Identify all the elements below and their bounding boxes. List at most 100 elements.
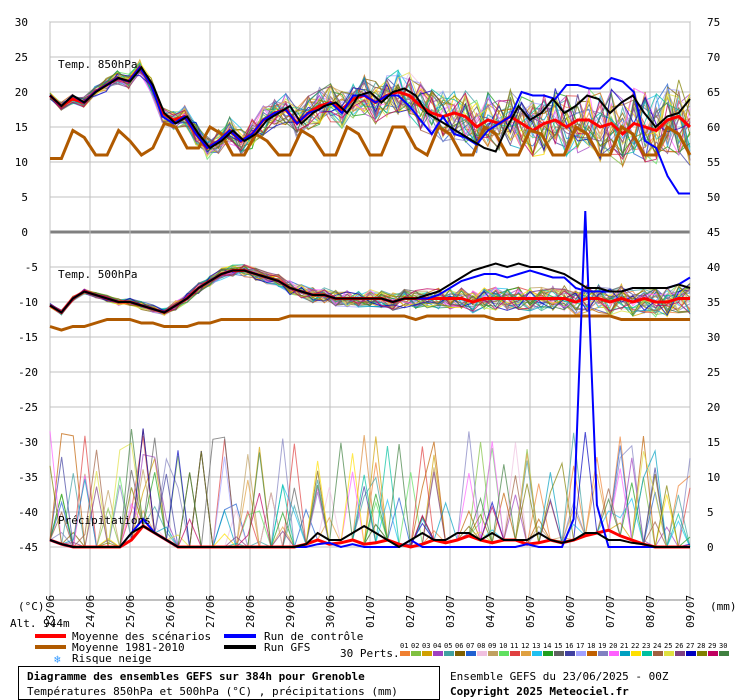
pert-number-label: 03 (422, 642, 430, 650)
pert-number-label: 06 (455, 642, 463, 650)
tick-label-left-t850: 20 (15, 86, 28, 99)
tick-label-right-t850: 60 (707, 121, 720, 134)
tick-label-right-precip: 5 (707, 506, 714, 519)
tick-label-right-precip: 15 (707, 436, 720, 449)
tick-label-right-t850: 70 (707, 51, 720, 64)
x-tick-date: 24/06 (84, 595, 97, 628)
pert-number-label: 27 (686, 642, 694, 650)
pert-color-swatch (433, 651, 443, 656)
pert-number-label: 05 (444, 642, 452, 650)
tick-label-left-t500: -10 (18, 296, 38, 309)
pert-number-label: 21 (620, 642, 628, 650)
x-tick-date: 09/07 (684, 595, 697, 628)
pert-number-label: 11 (510, 642, 518, 650)
tick-label-right-precip: 25 (707, 366, 720, 379)
x-tick-date: 03/07 (444, 595, 457, 628)
x-tick-date: 27/06 (204, 595, 217, 628)
pert-number-label: 29 (708, 642, 716, 650)
altitude-label: Alt. 944m (10, 617, 70, 630)
left-axis-unit: (°C) (18, 600, 45, 613)
tick-label-left-t500: -5 (25, 261, 38, 274)
pert-number-label: 19 (598, 642, 606, 650)
pert-number-label: 24 (653, 642, 661, 650)
x-tick-date: 04/07 (484, 595, 497, 628)
pert-color-swatch (554, 651, 564, 656)
series-t850-moyenne-1981-2010 (50, 121, 692, 160)
pert-color-swatch (686, 651, 696, 656)
pert-color-swatch (466, 651, 476, 656)
legend-label-snow: Risque neige (72, 652, 151, 665)
panel-label-t500: Temp. 500hPa (58, 268, 137, 281)
x-tick-date: 01/07 (364, 595, 377, 628)
pert-color-swatch (609, 651, 619, 656)
tick-label-right-t850: 45 (707, 226, 720, 239)
pert-number-label: 02 (411, 642, 419, 650)
pert-color-swatch (620, 651, 630, 656)
pert-number-label: 20 (609, 642, 617, 650)
legend-label-mean: Moyenne des scénarios (72, 630, 211, 643)
pert-color-swatch (400, 651, 410, 656)
x-tick-date: 30/06 (324, 595, 337, 628)
pert-color-swatch (631, 651, 641, 656)
series-t500-moyenne-1981-2010 (49, 314, 690, 332)
x-tick-date: 23/06 (44, 595, 57, 628)
tick-label-right-precip: 40 (707, 261, 720, 274)
tick-label-left-t500: -35 (18, 471, 38, 484)
x-tick-date: 02/07 (404, 595, 417, 628)
pert-color-swatch (422, 651, 432, 656)
pert-number-label: 17 (576, 642, 584, 650)
pert-number-label: 22 (631, 642, 639, 650)
panel-label-precip: Précipitations (58, 514, 151, 527)
tick-label-right-t850: 55 (707, 156, 720, 169)
x-tick-date: 26/06 (164, 595, 177, 628)
pert-color-swatch (532, 651, 542, 656)
series-t500-run-gfs (49, 262, 691, 314)
tick-label-right-precip: 20 (707, 401, 720, 414)
pert-number-label: 23 (642, 642, 650, 650)
tick-label-left-t850: 10 (15, 156, 28, 169)
pert-color-swatch (587, 651, 597, 656)
x-tick-date: 05/07 (524, 595, 537, 628)
pert-color-swatch (543, 651, 553, 656)
tick-label-right-precip: 30 (707, 331, 720, 344)
tick-label-right-precip: 0 (707, 541, 714, 554)
tick-label-right-t850: 75 (707, 16, 720, 29)
footer-title-box: Diagramme des ensembles GEFS sur 384h po… (18, 666, 440, 700)
tick-label-right-t850: 50 (707, 191, 720, 204)
pert-number-label: 14 (543, 642, 551, 650)
pert-color-swatch (510, 651, 520, 656)
pert-color-swatch (576, 651, 586, 656)
pert-color-swatch (708, 651, 718, 656)
x-tick-date: 06/07 (564, 595, 577, 628)
pert-number-label: 12 (521, 642, 529, 650)
right-axis-unit: (mm) (710, 600, 737, 613)
pert-color-swatch (488, 651, 498, 656)
pert-number-label: 16 (565, 642, 573, 650)
tick-label-left-t500: -30 (18, 436, 38, 449)
pert-color-swatch (521, 651, 531, 656)
x-tick-date: 08/07 (644, 595, 657, 628)
x-tick-date: 07/07 (604, 595, 617, 628)
pert-color-swatch (565, 651, 575, 656)
pert-number-label: 26 (675, 642, 683, 650)
ensemble-run-date: Ensemble GEFS du 23/06/2025 - 00Z (450, 670, 669, 683)
pert-color-swatch (411, 651, 421, 656)
tick-label-right-precip: 35 (707, 296, 720, 309)
pert-number-label: 09 (488, 642, 496, 650)
pert-color-swatch (653, 651, 663, 656)
legend-perts-label: 30 Perts. (340, 647, 400, 660)
tick-label-left-t500: -20 (18, 366, 38, 379)
pert-number-label: 07 (466, 642, 474, 650)
legend-label-clim: Moyenne 1981-2010 (72, 641, 185, 654)
pert-number-label: 30 (719, 642, 727, 650)
pert-color-swatch (675, 651, 685, 656)
tick-label-left-t850: 25 (15, 51, 28, 64)
pert-color-swatch (664, 651, 674, 656)
x-tick-date: 29/06 (284, 595, 297, 628)
pert-number-label: 04 (433, 642, 441, 650)
series-precip-run-gfs (49, 524, 690, 549)
pert-color-swatch (477, 651, 487, 656)
pert-color-swatch (719, 651, 729, 656)
